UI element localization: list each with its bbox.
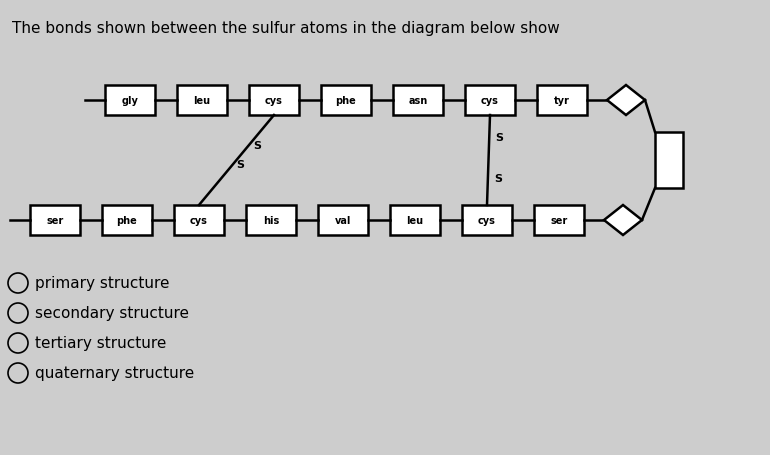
FancyBboxPatch shape bbox=[321, 86, 371, 116]
FancyBboxPatch shape bbox=[105, 86, 155, 116]
FancyBboxPatch shape bbox=[393, 86, 443, 116]
Text: cys: cys bbox=[190, 216, 208, 226]
Text: phe: phe bbox=[116, 216, 137, 226]
FancyBboxPatch shape bbox=[655, 133, 683, 188]
FancyBboxPatch shape bbox=[318, 206, 368, 236]
Text: his: his bbox=[263, 216, 279, 226]
Text: cys: cys bbox=[481, 96, 499, 106]
FancyBboxPatch shape bbox=[465, 86, 515, 116]
FancyBboxPatch shape bbox=[249, 86, 299, 116]
Text: S: S bbox=[236, 160, 245, 170]
FancyBboxPatch shape bbox=[177, 86, 227, 116]
Text: tyr: tyr bbox=[554, 96, 570, 106]
Text: primary structure: primary structure bbox=[35, 276, 169, 291]
Text: cys: cys bbox=[265, 96, 283, 106]
FancyBboxPatch shape bbox=[537, 86, 587, 116]
Text: cys: cys bbox=[478, 216, 496, 226]
Text: ser: ser bbox=[46, 216, 64, 226]
Text: val: val bbox=[335, 216, 351, 226]
Text: S: S bbox=[253, 141, 261, 150]
Text: ser: ser bbox=[551, 216, 567, 226]
FancyBboxPatch shape bbox=[102, 206, 152, 236]
Text: tertiary structure: tertiary structure bbox=[35, 336, 166, 351]
Text: S: S bbox=[494, 174, 502, 184]
Text: asn: asn bbox=[408, 96, 427, 106]
FancyBboxPatch shape bbox=[246, 206, 296, 236]
FancyBboxPatch shape bbox=[174, 206, 224, 236]
Text: phe: phe bbox=[336, 96, 357, 106]
Polygon shape bbox=[607, 86, 645, 116]
Text: leu: leu bbox=[407, 216, 424, 226]
Polygon shape bbox=[604, 206, 642, 236]
FancyBboxPatch shape bbox=[534, 206, 584, 236]
Text: secondary structure: secondary structure bbox=[35, 306, 189, 321]
FancyBboxPatch shape bbox=[462, 206, 512, 236]
Text: quaternary structure: quaternary structure bbox=[35, 366, 194, 381]
Text: The bonds shown between the sulfur atoms in the diagram below show: The bonds shown between the sulfur atoms… bbox=[12, 21, 560, 36]
Text: leu: leu bbox=[193, 96, 210, 106]
FancyBboxPatch shape bbox=[390, 206, 440, 236]
FancyBboxPatch shape bbox=[30, 206, 80, 236]
Text: S: S bbox=[495, 133, 504, 143]
Text: gly: gly bbox=[122, 96, 139, 106]
